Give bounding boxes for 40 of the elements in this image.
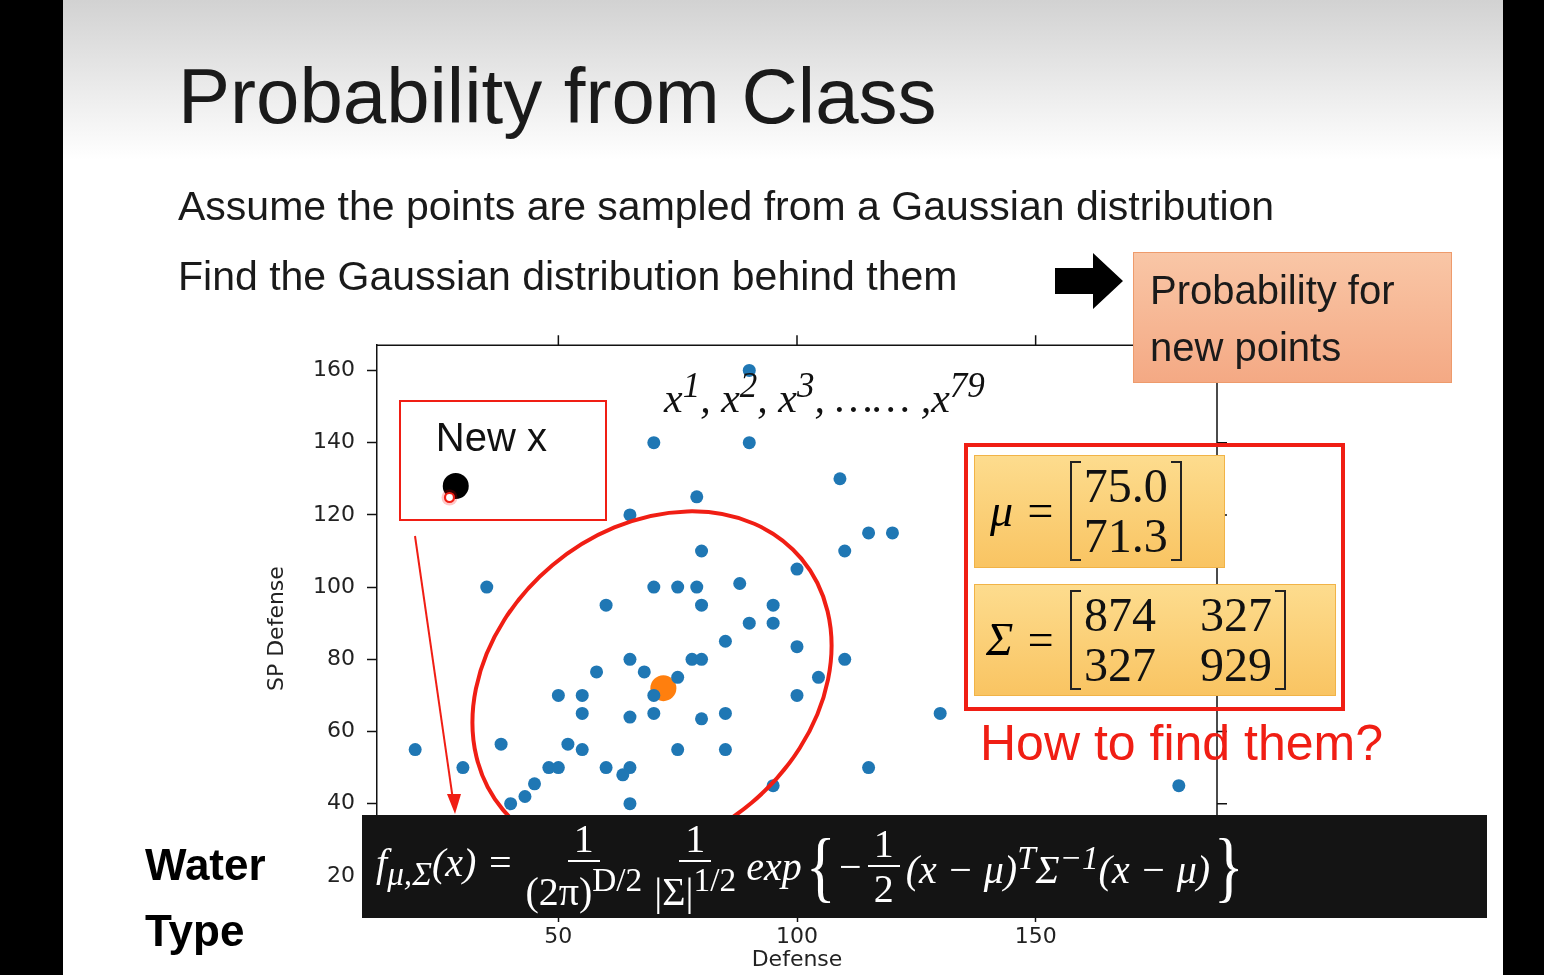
annotation: μ = [990,484,1056,538]
y-tick-label: 80 [327,645,355,671]
y-tick-label: 160 [313,356,355,382]
chart-subtitle: Assume the points are sampled from a Gaussian distribution [178,183,1275,231]
annotation: 1 [567,816,600,863]
annotation: { [805,822,836,910]
y-tick-label: 40 [327,789,355,815]
annotation: 327 [1083,638,1156,691]
annotation: } [1213,822,1244,910]
annotation: x$^{1}$, x$^{2}$, x$^{3}$, …… ,x$^{79}$ [664,366,985,423]
annotation: 327 [1199,588,1272,641]
annotation: 2 [873,865,894,911]
y-tick-label: 20 [327,861,355,887]
text: Find the Gaussian distribution behind them [178,253,958,301]
annotation: 1 [679,816,712,863]
x-tick-label: 50 [544,922,573,948]
annotation: (x − μ)$^{T}$Σ$^{−1}$(x − μ) [905,839,1211,894]
annotation: exp [746,843,802,890]
annotation: 75.0 [1083,459,1168,512]
x-tick-label: 150 [1014,922,1057,948]
annotation: 1 [867,820,900,867]
y-tick-label: 120 [313,500,355,526]
y-tick-label: 60 [327,717,355,743]
annotation: f$_{μ,Σ}$(x) = [376,839,514,894]
x-axis-title: Defense [751,945,843,971]
annotation: Probability for new points [1150,267,1396,371]
y-tick-label: 100 [313,572,355,598]
annotation: 929 [1199,638,1272,691]
text: Water Type [145,839,267,957]
annotation: Σ = [986,613,1056,667]
chart-title: Probability from Class [178,52,937,142]
annotation: |Σ|$^{1/2}$ [654,861,737,915]
y-axis-title: SP Defense [262,566,288,692]
annotation: (2π)$^{D/2}$ [525,861,643,915]
annotation: 71.3 [1083,509,1168,562]
annotation: − [839,843,862,890]
y-tick-label: 140 [313,428,355,454]
x-tick-label: 100 [776,922,818,948]
annotation: 874 [1083,588,1156,641]
series-label: New x [435,414,547,460]
